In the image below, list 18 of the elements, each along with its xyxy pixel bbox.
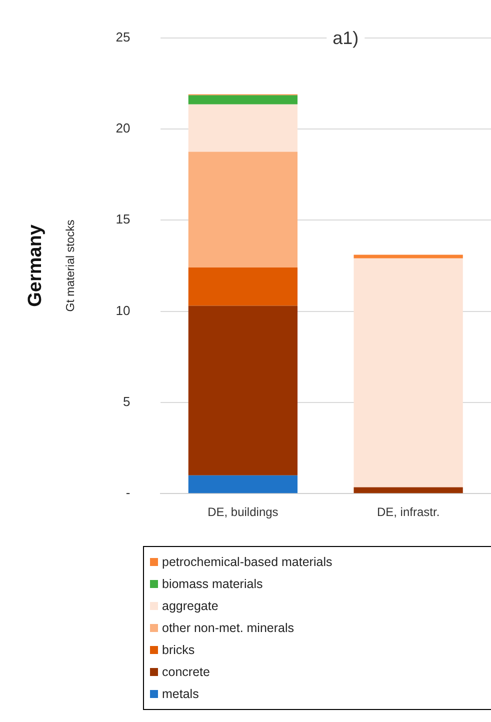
legend-label: biomass materials: [162, 577, 263, 591]
legend-label: metals: [162, 687, 199, 701]
y-tick-label: 10: [116, 302, 130, 318]
legend-label: other non-met. minerals: [162, 621, 294, 635]
legend-label: aggregate: [162, 599, 218, 613]
text: Germany: [25, 224, 46, 307]
y-tick-label: 15: [116, 212, 130, 227]
legend-label: concrete: [162, 665, 210, 679]
legend-label: bricks: [162, 643, 195, 657]
y-tick-label: -: [126, 485, 130, 500]
y-tick-label: 25: [116, 29, 130, 44]
y-tick-label: 5: [123, 394, 130, 410]
y-axis-title: Gt material stocks: [65, 219, 78, 312]
x-tick-label: DE, buildings: [208, 505, 278, 520]
chart-title: a1): [332, 28, 359, 48]
y-tick-label: 20: [116, 120, 130, 136]
legend-label: petrochemical-based materials: [162, 555, 332, 569]
x-tick-label: DE, infrastr.: [376, 505, 440, 520]
